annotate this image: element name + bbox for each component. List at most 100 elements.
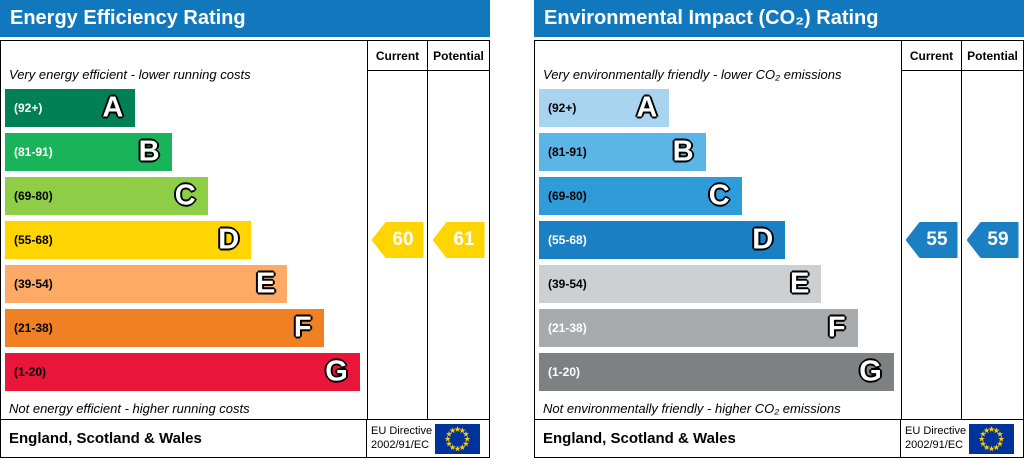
current-column: Current 55 <box>901 41 961 419</box>
current-rating-arrow: 55 <box>905 222 958 258</box>
current-rating-value: 55 <box>926 229 948 250</box>
band-row: (81-91) B <box>535 133 901 171</box>
bottom-note: Not energy efficient - higher running co… <box>9 400 250 416</box>
band-bar-a: (92+) A <box>539 89 670 127</box>
potential-rating-arrow: 61 <box>432 222 485 258</box>
band-row: (1-20) G <box>1 353 367 391</box>
potential-column: Potential 61 <box>427 41 489 419</box>
band-row: (21-38) F <box>1 309 367 347</box>
eu-directive-text: EU Directive 2002/91/EC <box>371 425 432 453</box>
band-row: (21-38) F <box>535 309 901 347</box>
eu-directive-line2: 2002/91/EC <box>371 438 430 451</box>
band-row: (92+) A <box>1 89 367 127</box>
eu-directive-text: EU Directive 2002/91/EC <box>905 425 966 453</box>
eu-directive-line1: EU Directive <box>905 424 967 437</box>
footer-directive-area: EU Directive 2002/91/EC <box>900 420 1023 457</box>
band-bar-f: (21-38) F <box>5 309 324 347</box>
band-letter: C <box>708 179 730 212</box>
footer-region-label: England, Scotland & Wales <box>9 430 202 447</box>
band-letter: D <box>752 223 774 256</box>
band-row: (69-80) C <box>1 177 367 215</box>
eu-flag-icon <box>969 423 1015 454</box>
band-row: (69-80) C <box>535 177 901 215</box>
band-row: (55-68) D <box>1 221 367 259</box>
environmental-impact-chart: Environmental Impact (CO₂) Rating Very e… <box>534 0 1024 458</box>
band-range-label: (1-20) <box>548 365 581 379</box>
band-letter: B <box>138 135 160 168</box>
chart-title: Environmental Impact (CO₂) Rating <box>534 0 1024 37</box>
footer-region-label: England, Scotland & Wales <box>543 430 736 447</box>
potential-column-header: Potential <box>428 41 489 71</box>
current-rating-arrow: 60 <box>371 222 424 258</box>
eu-directive-line1: EU Directive <box>371 424 433 437</box>
chart-body: Very environmentally friendly - lower CO… <box>535 41 1023 419</box>
potential-rating-arrow: 59 <box>966 222 1019 258</box>
top-note: Very environmentally friendly - lower CO… <box>543 67 842 82</box>
band-bar-g: (1-20) G <box>5 353 360 391</box>
band-range-label: (55-68) <box>14 233 53 247</box>
current-column: Current 60 <box>367 41 427 419</box>
band-letter: F <box>293 311 312 344</box>
chart-footer: England, Scotland & Wales EU Directive 2… <box>1 419 489 457</box>
eu-flag-icon <box>435 423 481 454</box>
band-range-label: (69-80) <box>548 189 587 203</box>
band-bar-b: (81-91) B <box>5 133 172 171</box>
band-range-label: (69-80) <box>14 189 53 203</box>
chart-footer: England, Scotland & Wales EU Directive 2… <box>535 419 1023 457</box>
energy-efficiency-chart: Energy Efficiency Rating Very energy eff… <box>0 0 490 458</box>
chart-table: Very energy efficient - lower running co… <box>0 40 490 458</box>
band-range-label: (21-38) <box>14 321 53 335</box>
band-letter: F <box>827 311 846 344</box>
potential-rating-value: 59 <box>987 229 1009 250</box>
current-column-header: Current <box>902 41 961 71</box>
bottom-note: Not environmentally friendly - higher CO… <box>543 400 841 416</box>
band-bar-d: (55-68) D <box>539 221 786 259</box>
band-bar-a: (92+) A <box>5 89 136 127</box>
chart-body: Very energy efficient - lower running co… <box>1 41 489 419</box>
band-range-label: (1-20) <box>14 365 47 379</box>
band-letter: E <box>256 267 276 300</box>
band-row: (92+) A <box>535 89 901 127</box>
band-bar-b: (81-91) B <box>539 133 706 171</box>
current-column-header: Current <box>368 41 427 71</box>
current-rating-value: 60 <box>392 229 414 250</box>
top-note: Very energy efficient - lower running co… <box>9 67 251 82</box>
band-range-label: (55-68) <box>548 233 587 247</box>
band-row: (1-20) G <box>535 353 901 391</box>
band-bar-e: (39-54) E <box>5 265 288 303</box>
band-bar-c: (69-80) C <box>539 177 742 215</box>
eu-directive-line2: 2002/91/EC <box>905 438 964 451</box>
band-letter: G <box>859 355 882 388</box>
potential-rating-value: 61 <box>453 229 475 250</box>
band-bar-d: (55-68) D <box>5 221 252 259</box>
band-letter: D <box>218 223 240 256</box>
band-bar-f: (21-38) F <box>539 309 858 347</box>
band-letter: A <box>102 91 124 124</box>
bands-area: Very environmentally friendly - lower CO… <box>535 41 901 419</box>
band-row: (39-54) E <box>1 265 367 303</box>
band-row: (55-68) D <box>535 221 901 259</box>
band-letter: C <box>174 179 196 212</box>
band-range-label: (39-54) <box>14 277 53 291</box>
band-bar-c: (69-80) C <box>5 177 208 215</box>
band-range-label: (92+) <box>14 101 43 115</box>
band-range-label: (81-91) <box>14 145 53 159</box>
chart-table: Very environmentally friendly - lower CO… <box>534 40 1024 458</box>
bands-area: Very energy efficient - lower running co… <box>1 41 367 419</box>
band-row: (39-54) E <box>535 265 901 303</box>
chart-title: Energy Efficiency Rating <box>0 0 490 37</box>
band-letter: B <box>672 135 694 168</box>
footer-directive-area: EU Directive 2002/91/EC <box>366 420 489 457</box>
band-range-label: (92+) <box>548 101 577 115</box>
band-range-label: (21-38) <box>548 321 587 335</box>
band-range-label: (81-91) <box>548 145 587 159</box>
band-letter: A <box>636 91 658 124</box>
band-range-label: (39-54) <box>548 277 587 291</box>
band-letter: G <box>325 355 348 388</box>
potential-column-header: Potential <box>962 41 1023 71</box>
band-bar-e: (39-54) E <box>539 265 822 303</box>
band-row: (81-91) B <box>1 133 367 171</box>
band-bar-g: (1-20) G <box>539 353 894 391</box>
band-letter: E <box>790 267 810 300</box>
